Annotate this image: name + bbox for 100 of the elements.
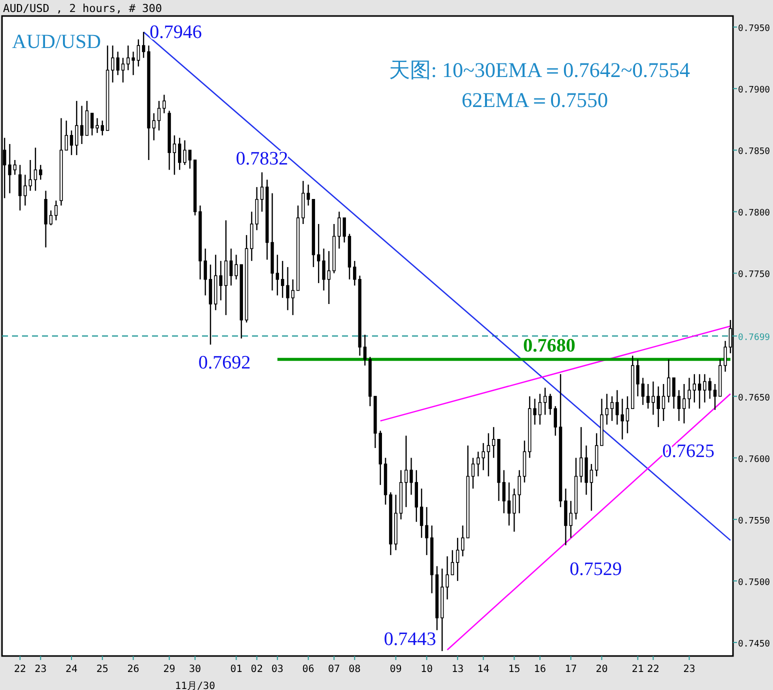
candlestick [316,223,320,284]
candlestick [662,383,666,422]
x-tick-label: 07 [328,664,340,675]
candlestick [18,164,22,212]
candlestick [692,374,696,404]
annotation: 0.7443 [384,629,436,650]
x-tick-label: 21 [632,664,644,675]
x-tick-label: 23 [683,664,696,675]
candlestick [641,377,645,406]
candlestick [698,374,702,410]
annotation: 天图: 10~30EMA＝0.7642~0.7554 [389,58,690,82]
y-tick-label: 0.7800 [738,208,771,219]
candlestick [410,457,413,496]
candlestick [126,44,130,71]
x-tick-label: 08 [348,664,361,675]
annotation: 0.7529 [570,559,622,580]
candlestick [70,130,74,156]
y-tick-label: 0.7550 [738,516,771,526]
candlestick [688,377,691,410]
candlestick [142,31,146,58]
x-tick-label: 17 [564,664,577,675]
candlestick [100,120,104,136]
candlestick [404,435,408,508]
candlestick [136,38,140,68]
annotation: 0.7832 [236,148,288,170]
text: AUD/USD [12,31,101,53]
annotation: 0.7946 [150,22,202,43]
candlestick [461,524,464,557]
candlestick [471,457,475,490]
x-tick-label: 15 [508,664,520,675]
x-tick-label: 10 [420,664,433,675]
candlestick [172,134,176,176]
candlestick [626,396,630,434]
candlestick [188,150,192,170]
candlestick [219,260,222,301]
candlestick [636,358,640,397]
x-tick-label: 29 [163,664,176,675]
candlestick [652,380,655,416]
candlestick [8,143,12,194]
candlestick [507,482,511,526]
candlestick [518,470,521,514]
candlestick [610,396,614,422]
x-tick-label: 02 [250,664,263,675]
y-tick-label: 0.7950 [738,24,771,34]
candlestick [486,432,490,477]
candlestick [420,488,424,538]
candlestick [121,57,125,84]
candlestick [492,426,496,458]
annotation: 0.7625 [662,441,714,462]
candlestick [96,118,99,134]
candlestick [75,100,78,156]
x-tick-label: 16 [534,664,546,675]
candlestick [544,387,547,416]
candlestick [234,254,238,280]
y-tick-label: 0.7850 [738,147,771,158]
x-tick-label: 14 [477,664,490,675]
candlestick [13,159,16,176]
candlestick [456,537,460,582]
candlestick [178,137,182,170]
candlestick [590,463,594,512]
candlestick [39,164,42,180]
candlestick [322,248,326,292]
y-tick-label: 0.7600 [738,454,771,465]
candlestick [157,100,161,132]
x-tick-label: 01 [230,664,242,675]
candlestick [286,266,290,311]
x-tick-label: 09 [390,664,402,675]
candlestick [538,393,542,426]
ref-line-label: 0.7699 [738,333,771,343]
x-tick-label: 30 11月/30 [174,664,216,690]
x-tick-label: 06 [302,664,314,675]
candlestick [49,210,53,226]
x-tick-label: 22 [14,664,26,675]
candlestick [54,200,58,221]
candlestick [646,383,650,410]
candlestick [34,147,38,192]
candlestick [446,556,449,600]
x-tick-label: 22 [647,664,660,675]
y-tick-label: 0.7650 [738,393,771,404]
candlestick [677,390,681,422]
candlestick [554,406,557,436]
candlestick [327,250,330,305]
y-tick-label: 0.7500 [738,578,771,588]
y-tick-label: 0.7450 [738,639,771,650]
candlestick [291,278,294,316]
candlestick [682,383,686,424]
candlestick [90,112,94,136]
candlestick [152,112,156,141]
candlestick [605,393,608,426]
y-tick-label: 0.7750 [738,270,771,280]
y-tick-label: 0.7900 [738,86,771,96]
x-tick-label: 26 [127,664,140,675]
candlestick [724,340,727,372]
annotation: 0.7680 [523,335,576,356]
candlestick [656,386,660,428]
x-tick-label: 25 [96,664,108,675]
candlestick [450,550,454,576]
chart-title: AUD/USD , 2 hours, # 300 [3,2,162,15]
candlestick [280,260,284,298]
annotation: 62EMA＝0.7550 [462,88,608,112]
